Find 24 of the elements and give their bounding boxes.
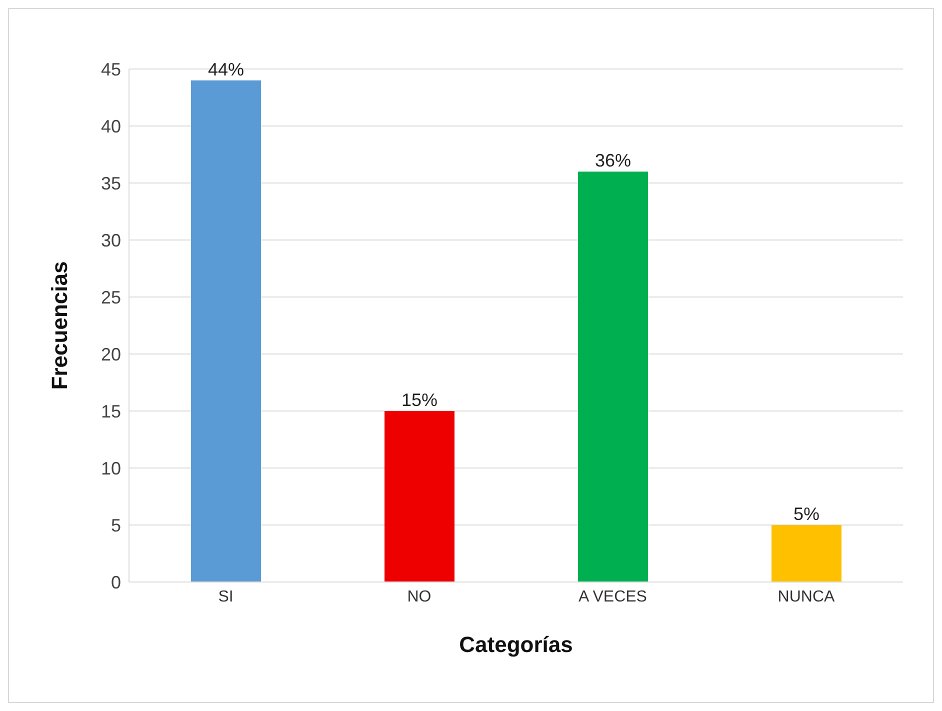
x-tick-label: A VECES — [578, 588, 647, 606]
y-tick-label: 0 — [110, 572, 121, 592]
y-tick-label: 35 — [100, 173, 121, 194]
y-tick-label: 5 — [110, 515, 121, 536]
y-tick-label: 20 — [100, 344, 121, 364]
y-tick-label: 45 — [100, 59, 121, 80]
y-tick-label: 30 — [100, 230, 121, 250]
bar — [384, 411, 454, 582]
y-tick-label: 40 — [100, 116, 121, 136]
bar — [191, 80, 261, 582]
y-tick-label: 25 — [100, 287, 121, 308]
y-tick-label: 15 — [100, 401, 121, 422]
data-label: 5% — [793, 504, 820, 524]
data-label: 36% — [594, 150, 632, 171]
data-label: 44% — [208, 59, 244, 80]
bar — [772, 525, 842, 582]
bar — [578, 172, 648, 582]
x-tick-label: SI — [218, 588, 234, 606]
x-tick-label: NO — [407, 588, 432, 606]
data-label: 15% — [401, 390, 438, 410]
x-axis-title: Categorías — [459, 632, 573, 657]
y-tick-label: 10 — [100, 458, 121, 478]
y-axis-title: Frecuencias — [46, 261, 72, 390]
x-tick-label: NUNCA — [778, 588, 836, 606]
